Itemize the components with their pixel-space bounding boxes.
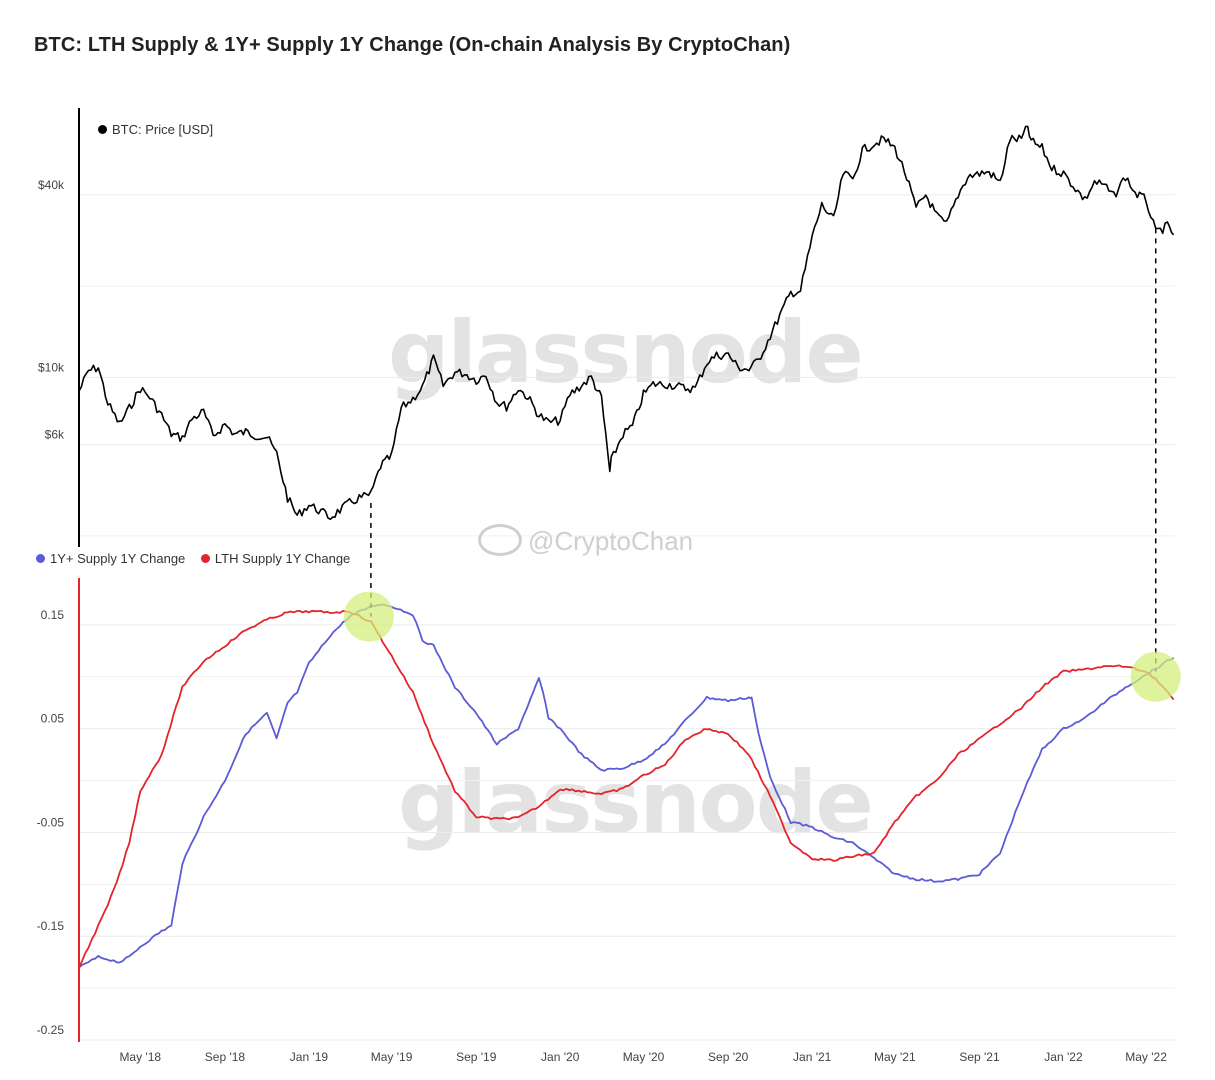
supply-tick-label: 0.15 (41, 608, 65, 622)
x-tick-label: Sep '21 (959, 1050, 1000, 1064)
supply-tick-label: -0.05 (37, 815, 65, 829)
highlight-circle-2019 (343, 591, 394, 642)
watermark-bottom: glassnode (398, 753, 872, 853)
x-tick-label: May '21 (874, 1050, 916, 1064)
credit-watermark: @CryptoChan (478, 524, 693, 557)
series-line-price (78, 125, 1175, 521)
x-tick-label: May '20 (623, 1050, 665, 1064)
legend-label-lth: LTH Supply 1Y Change (214, 551, 351, 566)
price-legend: BTC: Price [USD] (98, 122, 225, 137)
supply-tick-label: 0.05 (41, 712, 65, 726)
x-tick-label: Jan '21 (793, 1050, 832, 1064)
series-line-lth (78, 609, 1175, 969)
x-tick-label: May '22 (1125, 1050, 1167, 1064)
price-tick-label: $10k (38, 360, 65, 374)
series-line-1y-plus (78, 603, 1175, 969)
highlight-circle-2022 (1130, 651, 1181, 702)
legend-item-lth[interactable]: LTH Supply 1Y Change (200, 551, 351, 566)
supply-legend: 1Y+ Supply 1Y Change LTH Supply 1Y Chang… (36, 551, 362, 566)
price-tick-label: $6k (45, 428, 65, 442)
supply-tick-label: -0.25 (37, 1023, 65, 1037)
supply-tick-label: -0.15 (37, 919, 65, 933)
legend-dot-price (98, 125, 107, 134)
x-tick-label: Sep '20 (708, 1050, 749, 1064)
legend-dot-1y-plus (36, 554, 45, 563)
x-tick-label: May '19 (371, 1050, 413, 1064)
watermark-top: glassnode (388, 303, 862, 403)
chart-title: BTC: LTH Supply & 1Y+ Supply 1Y Change (… (34, 34, 791, 56)
legend-item-price[interactable]: BTC: Price [USD] (98, 122, 213, 137)
x-tick-label: Sep '18 (205, 1050, 246, 1064)
legend-item-1y-plus[interactable]: 1Y+ Supply 1Y Change (36, 551, 185, 566)
x-tick-label: Jan '20 (541, 1050, 580, 1064)
x-tick-label: Jan '22 (1044, 1050, 1083, 1064)
weibo-icon (478, 524, 522, 556)
legend-label-1y-plus: 1Y+ Supply 1Y Change (50, 551, 186, 566)
x-tick-label: Jan '19 (290, 1050, 329, 1064)
price-tick-label: $40k (38, 178, 65, 192)
legend-dot-lth (200, 554, 210, 563)
legend-label-price: BTC: Price [USD] (112, 122, 214, 137)
x-tick-label: Sep '19 (456, 1050, 497, 1064)
x-tick-label: May '18 (119, 1050, 161, 1064)
credit-text: @CryptoChan (528, 526, 694, 556)
